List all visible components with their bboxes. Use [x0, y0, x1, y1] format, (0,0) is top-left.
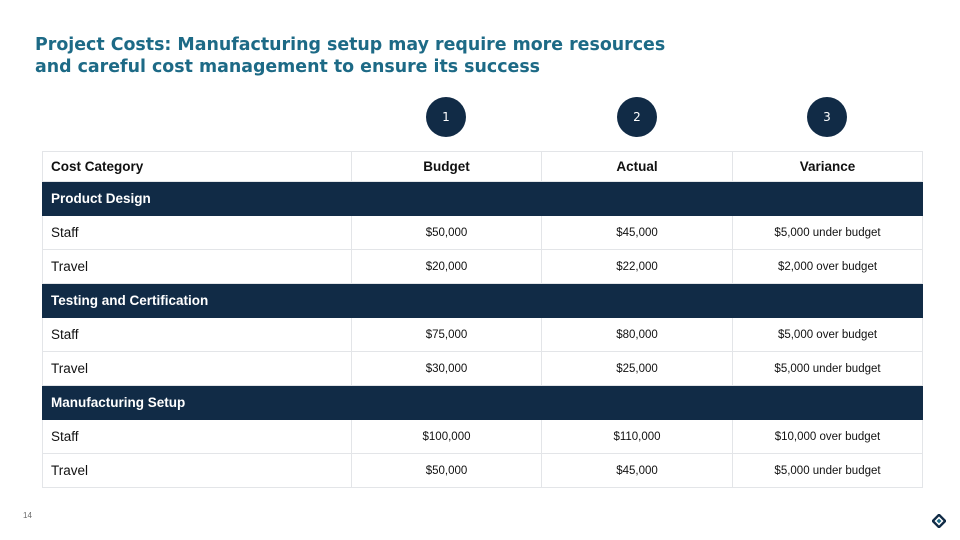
header-variance: Variance — [732, 151, 923, 182]
actual-cell: $25,000 — [541, 351, 733, 386]
budget-cell: $50,000 — [351, 215, 542, 250]
section-title: Manufacturing Setup — [42, 385, 923, 420]
budget-cell: $30,000 — [351, 351, 542, 386]
variance-cell: $2,000 over budget — [732, 249, 923, 284]
actual-cell: $22,000 — [541, 249, 733, 284]
column-number-badges: 1 2 3 — [0, 97, 960, 137]
variance-cell: $5,000 under budget — [732, 453, 923, 488]
section-row-testing-and-certification: Testing and Certification — [42, 283, 923, 318]
variance-cell: $5,000 under budget — [732, 351, 923, 386]
section-row-product-design: Product Design — [42, 181, 923, 216]
header-cost-category: Cost Category — [42, 151, 352, 182]
header-budget: Budget — [351, 151, 542, 182]
cost-category-cell: Staff — [42, 317, 352, 352]
table-row: Travel $30,000 $25,000 $5,000 under budg… — [42, 351, 923, 386]
slide-title: Project Costs: Manufacturing setup may r… — [35, 34, 675, 78]
section-title: Product Design — [42, 181, 923, 216]
cost-category-cell: Staff — [42, 215, 352, 250]
cost-category-cell: Staff — [42, 419, 352, 454]
diamond-logo-icon — [932, 514, 946, 528]
table-row: Travel $20,000 $22,000 $2,000 over budge… — [42, 249, 923, 284]
actual-cell: $45,000 — [541, 453, 733, 488]
section-title: Testing and Certification — [42, 283, 923, 318]
badge-2: 2 — [617, 97, 657, 137]
table-row: Staff $50,000 $45,000 $5,000 under budge… — [42, 215, 923, 250]
cost-category-cell: Travel — [42, 453, 352, 488]
cost-category-cell: Travel — [42, 249, 352, 284]
cost-category-cell: Travel — [42, 351, 352, 386]
slide-title-line-1: Project Costs: Manufacturing setup may r… — [35, 35, 666, 55]
budget-cell: $75,000 — [351, 317, 542, 352]
variance-cell: $5,000 over budget — [732, 317, 923, 352]
section-row-manufacturing-setup: Manufacturing Setup — [42, 385, 923, 420]
actual-cell: $45,000 — [541, 215, 733, 250]
page-number: 14 — [23, 511, 32, 520]
badge-1: 1 — [426, 97, 466, 137]
actual-cell: $110,000 — [541, 419, 733, 454]
budget-cell: $20,000 — [351, 249, 542, 284]
table-row: Travel $50,000 $45,000 $5,000 under budg… — [42, 453, 923, 488]
actual-cell: $80,000 — [541, 317, 733, 352]
variance-cell: $10,000 over budget — [732, 419, 923, 454]
variance-cell: $5,000 under budget — [732, 215, 923, 250]
badge-3: 3 — [807, 97, 847, 137]
table-header-row: Cost Category Budget Actual Variance — [42, 151, 923, 182]
budget-cell: $100,000 — [351, 419, 542, 454]
project-costs-table: Cost Category Budget Actual Variance Pro… — [42, 151, 923, 488]
slide-title-line-2: and careful cost management to ensure it… — [35, 57, 541, 77]
table-row: Staff $75,000 $80,000 $5,000 over budget — [42, 317, 923, 352]
header-actual: Actual — [541, 151, 733, 182]
budget-cell: $50,000 — [351, 453, 542, 488]
table-row: Staff $100,000 $110,000 $10,000 over bud… — [42, 419, 923, 454]
